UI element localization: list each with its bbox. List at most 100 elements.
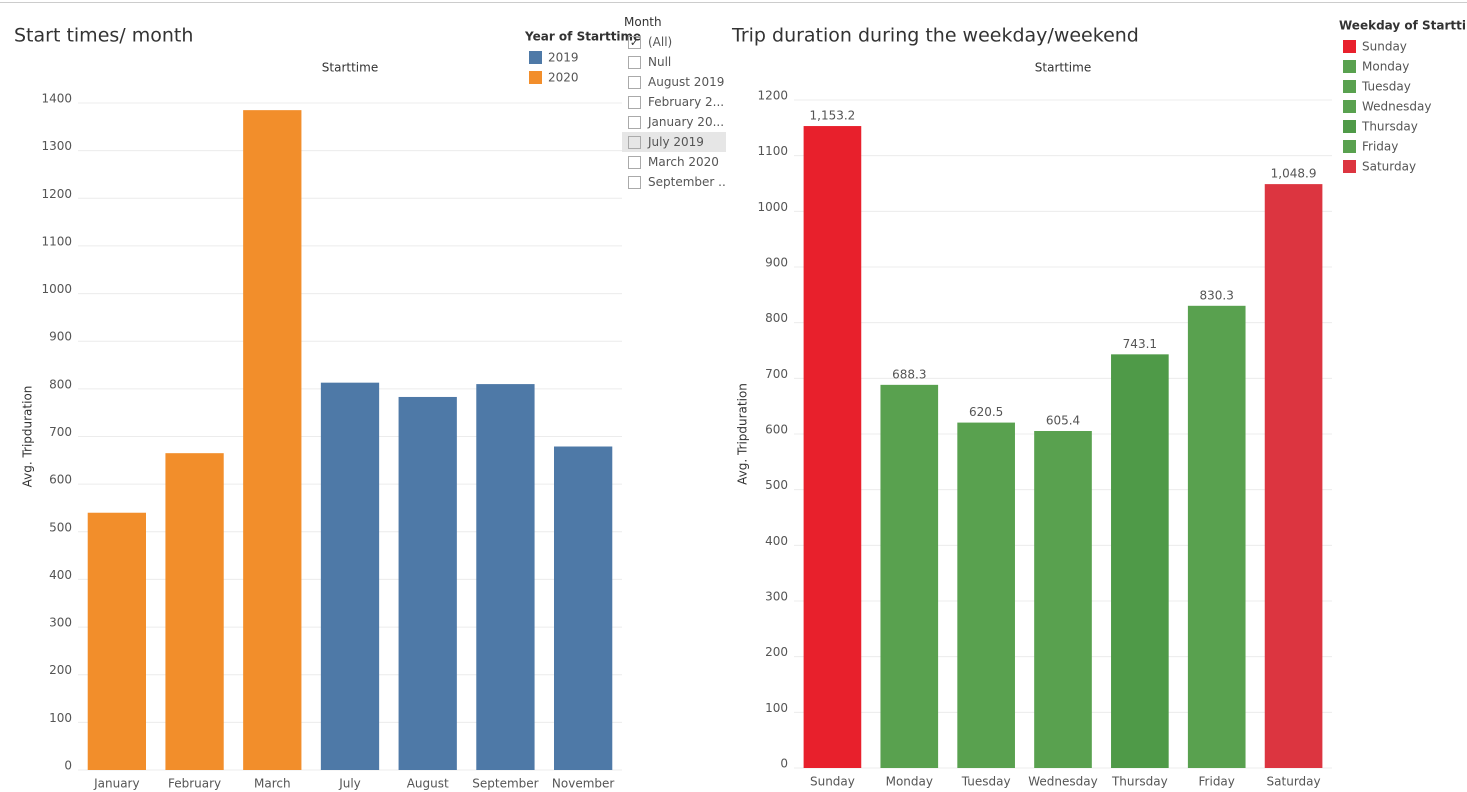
bar [957, 422, 1015, 768]
y-tick-label: 800 [49, 377, 72, 391]
y-tick-label: 1200 [757, 89, 788, 103]
checkbox[interactable] [628, 55, 641, 69]
filter-label: August 2019 [648, 75, 725, 89]
checkbox[interactable] [628, 155, 641, 169]
bar [880, 384, 939, 768]
filter-label: September ... [648, 175, 726, 189]
legend-label: 2019 [548, 51, 579, 65]
y-tick-label: 500 [49, 520, 72, 534]
y-tick-label: 200 [765, 645, 788, 659]
filter-item[interactable]: March 2020 [622, 152, 726, 172]
bar [87, 512, 146, 770]
y-tick-label: 1000 [757, 200, 788, 214]
bar [320, 382, 380, 770]
y-tick-label: 900 [49, 330, 72, 344]
y-tick-label: 100 [765, 701, 788, 715]
x-tick-label: Friday [1199, 775, 1235, 789]
legend-swatch [1343, 140, 1356, 153]
y-axis-label: Avg. Tripduration [21, 386, 35, 488]
chart-title: Start times/ month [14, 25, 193, 47]
value-label: 743.1 [1123, 337, 1157, 351]
checkbox[interactable] [628, 95, 641, 109]
checkbox[interactable]: ✓ [628, 35, 641, 49]
checkbox[interactable] [628, 75, 641, 89]
legend-swatch [529, 71, 542, 84]
x-tick-label: Saturday [1267, 775, 1321, 789]
legend-label: Tuesday [1361, 80, 1411, 94]
checkbox[interactable] [628, 115, 641, 129]
filter-item[interactable]: February 2... [622, 92, 726, 112]
legend-swatch [1343, 80, 1356, 93]
checkbox[interactable] [628, 135, 641, 149]
bar [243, 110, 302, 771]
filter-label: February 2... [648, 95, 725, 109]
top-border [0, 2, 1467, 3]
y-tick-label: 1300 [41, 139, 72, 153]
legend-label: Friday [1362, 140, 1398, 154]
x-tick-label: September [472, 777, 538, 791]
legend-label: Saturday [1362, 160, 1416, 174]
y-tick-label: 1400 [41, 92, 72, 106]
x-tick-label: February [168, 777, 221, 791]
bar [1187, 305, 1246, 768]
bar [554, 446, 613, 770]
x-tick-label: November [552, 777, 614, 791]
y-tick-label: 700 [765, 367, 788, 381]
filter-item[interactable]: January 20... [622, 112, 726, 132]
filter-item[interactable]: ✓ (All) [622, 32, 726, 52]
y-tick-label: 1100 [41, 234, 72, 248]
legend-label: Monday [1362, 60, 1409, 74]
y-tick-label: 800 [765, 311, 788, 325]
filter-item[interactable]: September ... [622, 172, 726, 192]
filter-label: March 2020 [648, 155, 719, 169]
x-tick-label: Tuesday [961, 775, 1011, 789]
y-tick-label: 900 [765, 256, 788, 270]
legend-swatch [1343, 100, 1356, 113]
y-tick-label: 500 [765, 478, 788, 492]
value-label: 605.4 [1046, 413, 1080, 427]
y-tick-label: 700 [49, 425, 72, 439]
legend-title: Year of Starttime [524, 30, 641, 44]
y-tick-label: 400 [765, 534, 788, 548]
legend-label: Wednesday [1362, 100, 1431, 114]
chart-title: Trip duration during the weekday/weekend [731, 25, 1139, 47]
x-tick-label: March [254, 777, 291, 791]
bar [1111, 354, 1169, 768]
filter-item[interactable]: August 2019 [622, 72, 726, 92]
filter-label: January 20... [648, 115, 725, 129]
filter-item[interactable]: July 2019 [622, 132, 726, 152]
x-header: Starttime [1035, 61, 1091, 75]
bar [398, 396, 457, 770]
y-tick-label: 600 [49, 473, 72, 487]
y-tick-label: 600 [765, 423, 788, 437]
legend-label: Sunday [1362, 40, 1407, 54]
legend-swatch [1343, 60, 1356, 73]
x-tick-label: July [338, 777, 361, 791]
legend-swatch [1343, 40, 1356, 53]
bar [165, 453, 224, 770]
y-tick-label: 300 [765, 590, 788, 604]
filter-label: (All) [648, 35, 673, 49]
x-header: Starttime [322, 61, 378, 75]
filter-title: Month [624, 15, 662, 29]
checkbox[interactable] [628, 175, 641, 189]
legend-swatch [1343, 120, 1356, 133]
y-axis-label: Avg. Tripduration [736, 383, 750, 485]
filter-label: July 2019 [648, 135, 704, 149]
legend-swatch [529, 51, 542, 64]
x-tick-label: Thursday [1111, 775, 1168, 789]
bar [803, 126, 862, 768]
value-label: 688.3 [892, 367, 926, 381]
value-label: 1,048.9 [1271, 167, 1317, 181]
y-tick-label: 100 [49, 711, 72, 725]
value-label: 1,153.2 [810, 109, 856, 123]
value-label: 620.5 [969, 405, 1003, 419]
bar [476, 384, 535, 770]
filter-item[interactable]: Null [622, 52, 726, 72]
value-label: 830.3 [1200, 288, 1234, 302]
y-tick-label: 1200 [41, 187, 72, 201]
y-tick-label: 400 [49, 568, 72, 582]
month-filter: Month ✓ (All) Null August 2019 February 2...… [622, 12, 726, 192]
